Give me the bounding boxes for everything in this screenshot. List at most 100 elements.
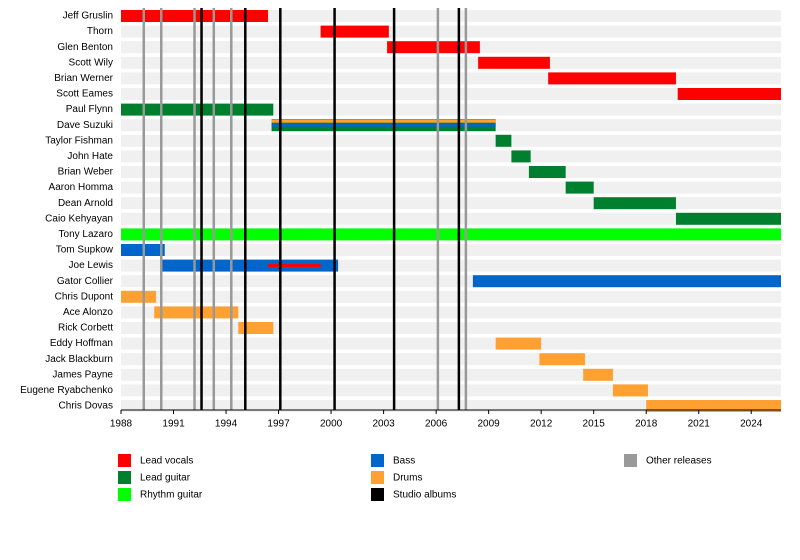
- legend-swatch: [371, 454, 384, 467]
- row-band: [121, 244, 781, 256]
- row-band: [121, 25, 781, 38]
- row-band: [121, 56, 781, 69]
- bar: [677, 88, 781, 100]
- x-tick-label: 2024: [740, 419, 763, 430]
- x-tick-label: 2003: [372, 419, 395, 430]
- legend-swatch: [118, 454, 131, 467]
- bar: [593, 197, 676, 210]
- bar: [121, 290, 157, 303]
- member-label: Chris Dovas: [59, 401, 113, 412]
- member-label: Paul Flynn: [66, 104, 113, 115]
- bar: [495, 337, 542, 350]
- bar: [583, 368, 613, 381]
- row-band: [121, 103, 781, 116]
- member-label: Brian Weber: [58, 167, 114, 178]
- bar: [565, 181, 594, 194]
- x-tick-label: 1994: [215, 419, 238, 430]
- bar: [548, 72, 676, 85]
- row-band: [121, 384, 781, 397]
- member-label: Eugene Ryabchenko: [20, 385, 113, 396]
- member-label: Tony Lazaro: [59, 229, 114, 240]
- x-tick-label: 2015: [583, 419, 606, 430]
- bar: [528, 166, 566, 178]
- row-band: [121, 212, 781, 225]
- legend-label: Lead vocals: [140, 456, 193, 467]
- legend-label: Other releases: [646, 456, 712, 467]
- member-label: Aaron Homma: [49, 182, 114, 193]
- bar: [320, 25, 389, 38]
- bar: [478, 56, 550, 69]
- member-label: James Payne: [52, 369, 113, 380]
- row-band: [121, 368, 781, 381]
- x-tick-label: 2009: [478, 419, 501, 430]
- x-tick-label: 1997: [267, 419, 290, 430]
- member-label: Taylor Fishman: [45, 135, 113, 146]
- legend-swatch: [118, 488, 131, 501]
- bar: [121, 103, 274, 116]
- member-label: Thorn: [87, 26, 113, 37]
- row-band: [121, 290, 781, 303]
- legend-label: Rhythm guitar: [140, 490, 203, 501]
- x-tick-label: 1988: [110, 419, 133, 430]
- member-label: Eddy Hoffman: [50, 338, 113, 349]
- row-band: [121, 197, 781, 210]
- member-label: Glen Benton: [57, 42, 113, 53]
- legend-label: Drums: [393, 473, 422, 484]
- member-label: Dean Arnold: [58, 198, 113, 209]
- row-band: [121, 88, 781, 100]
- member-label: John Hate: [67, 151, 113, 162]
- bar: [271, 123, 496, 127]
- bar: [539, 353, 585, 366]
- row-band: [121, 150, 781, 163]
- row-band: [121, 134, 781, 147]
- member-label: Ace Alonzo: [63, 307, 113, 318]
- legend-label: Lead guitar: [140, 473, 191, 484]
- x-tick-label: 2012: [530, 419, 553, 430]
- legend-swatch: [371, 488, 384, 501]
- member-label: Caio Kehyayan: [45, 213, 113, 224]
- member-label: Rick Corbett: [58, 323, 113, 334]
- x-tick-label: 2021: [688, 419, 711, 430]
- row-band: [121, 322, 781, 334]
- member-label: Chris Dupont: [55, 291, 114, 302]
- bar: [495, 134, 512, 147]
- row-band: [121, 181, 781, 194]
- legend-label: Bass: [393, 456, 415, 467]
- member-label: Scott Wily: [69, 57, 113, 68]
- row-band: [121, 353, 781, 366]
- member-label: Brian Werner: [54, 73, 113, 84]
- row-band: [121, 10, 781, 22]
- x-tick-label: 2000: [320, 419, 343, 430]
- legend-label: Studio albums: [393, 490, 456, 501]
- x-tick-label: 2006: [425, 419, 448, 430]
- row-band: [121, 337, 781, 350]
- bar: [387, 41, 480, 54]
- bar: [472, 275, 781, 288]
- member-label: Gator Collier: [57, 276, 114, 287]
- bar: [238, 322, 274, 334]
- bar: [121, 228, 781, 241]
- x-tick-label: 1991: [162, 419, 185, 430]
- member-label: Scott Eames: [56, 89, 113, 100]
- legend-swatch: [118, 471, 131, 484]
- row-band: [121, 72, 781, 85]
- row-band: [121, 400, 781, 412]
- bar: [271, 119, 496, 123]
- bar: [612, 384, 648, 397]
- member-label: Jeff Gruslin: [63, 11, 113, 22]
- bar: [154, 306, 239, 319]
- member-label: Jack Blackburn: [45, 354, 113, 365]
- legend-swatch: [371, 471, 384, 484]
- member-label: Tom Supkow: [56, 245, 114, 256]
- row-band: [121, 306, 781, 319]
- bar: [646, 400, 781, 412]
- legend-swatch: [624, 454, 637, 467]
- bar: [511, 150, 531, 163]
- row-band: [121, 166, 781, 178]
- bar: [161, 259, 339, 272]
- member-label: Joe Lewis: [69, 260, 113, 271]
- bar: [675, 212, 781, 225]
- x-tick-label: 2018: [635, 419, 658, 430]
- bar: [268, 264, 321, 268]
